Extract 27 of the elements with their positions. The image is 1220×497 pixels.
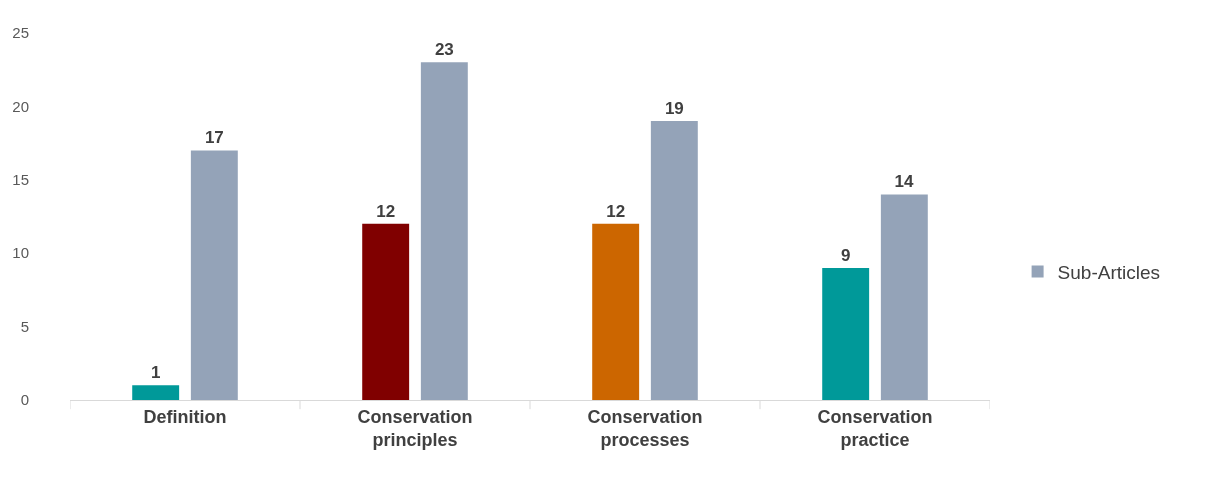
- data-label: 14: [894, 172, 915, 192]
- data-label: 17: [204, 128, 224, 148]
- bar: [650, 121, 698, 400]
- bar: [592, 223, 640, 400]
- y-tick-label: 20: [12, 97, 29, 115]
- y-tick-label: 15: [12, 171, 29, 189]
- x-tick-label: Conservation practice: [817, 406, 933, 450]
- data-label: 9: [840, 245, 851, 265]
- y-tick-label: 25: [12, 24, 29, 42]
- bar: [822, 267, 870, 400]
- bar: [132, 385, 180, 400]
- x-tick-label: Conservation principles: [357, 406, 473, 450]
- bar: [880, 194, 928, 400]
- y-tick-label: 10: [12, 244, 29, 262]
- data-label: 1: [150, 363, 161, 383]
- bar: [362, 223, 410, 400]
- x-tick-label: Conservation processes: [587, 406, 703, 450]
- x-tick-label: Definition: [143, 406, 227, 427]
- y-tick-label: 5: [20, 317, 29, 335]
- data-label: 12: [376, 201, 396, 221]
- bar: [420, 62, 468, 400]
- y-tick-label: 0: [20, 391, 29, 409]
- bar: [190, 150, 238, 400]
- data-label: 19: [664, 99, 684, 119]
- legend-label: Sub-Articles: [1057, 261, 1161, 283]
- data-label: 12: [606, 201, 626, 221]
- data-label: 23: [434, 40, 454, 60]
